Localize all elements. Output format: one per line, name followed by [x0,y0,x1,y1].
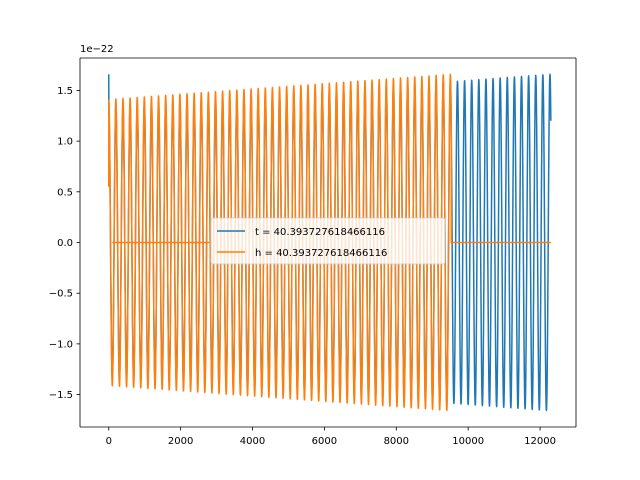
y-scale-label: 1e−22 [80,44,114,55]
y-tick-label: −0.5 [49,289,73,300]
y-tick-label: 0.5 [57,187,73,198]
x-tick-label: 8000 [384,436,409,447]
x-tick-label: 6000 [312,436,337,447]
y-tick-label: 0.0 [57,238,73,249]
x-tick-label: 0 [106,436,112,447]
y-tick-label: −1.0 [49,339,73,350]
y-tick-label: −1.5 [49,390,73,401]
plot-area-series [108,73,552,412]
legend-label-0: t = 40.393727618466116 [255,227,385,238]
x-axis: 0 2000 4000 6000 8000 10000 12000 [106,427,556,447]
x-tick-label: 4000 [240,436,265,447]
y-tick-label: 1.0 [57,137,73,148]
legend: t = 40.393727618466116 h = 40.39372761846… [210,217,446,265]
legend-box [210,217,446,265]
x-tick-label: 12000 [524,436,556,447]
x-tick-label: 10000 [452,436,484,447]
x-tick-label: 2000 [168,436,193,447]
legend-label-1: h = 40.393727618466116 [255,248,387,259]
series-line-1 [108,73,551,412]
y-tick-label: 1.5 [57,86,73,97]
y-axis: 1.5 1.0 0.5 0.0 −0.5 −1.0 −1.5 [49,86,80,401]
